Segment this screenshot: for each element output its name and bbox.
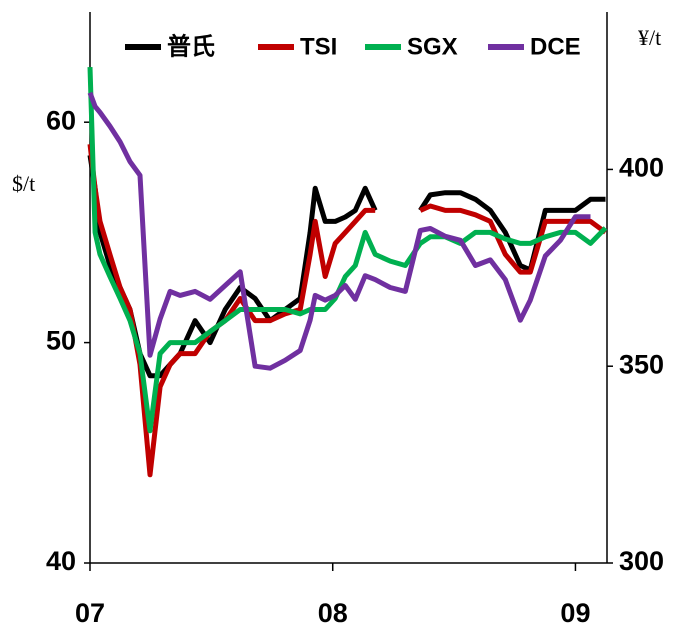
x-tick-label: 08 bbox=[318, 598, 348, 628]
legend-label: 普氏 bbox=[167, 32, 215, 60]
legend-label: TSI bbox=[300, 33, 337, 60]
legend-label: DCE bbox=[530, 33, 581, 60]
series-line bbox=[87, 91, 591, 371]
y2-axis-label: ¥/t bbox=[638, 25, 661, 50]
legend-label: SGX bbox=[407, 33, 458, 60]
x-tick-label: 07 bbox=[75, 598, 105, 628]
y-axis-label: $/t bbox=[12, 171, 35, 196]
series-line bbox=[87, 67, 608, 434]
y-tick-label: 50 bbox=[46, 326, 76, 356]
y2-tick-label: 350 bbox=[619, 349, 664, 379]
y2-tick-label: 300 bbox=[619, 546, 664, 576]
x-tick-label: 09 bbox=[560, 598, 590, 628]
y-tick-label: 60 bbox=[46, 105, 76, 135]
y2-tick-label: 400 bbox=[619, 153, 664, 183]
y-tick-label: 40 bbox=[46, 546, 76, 576]
